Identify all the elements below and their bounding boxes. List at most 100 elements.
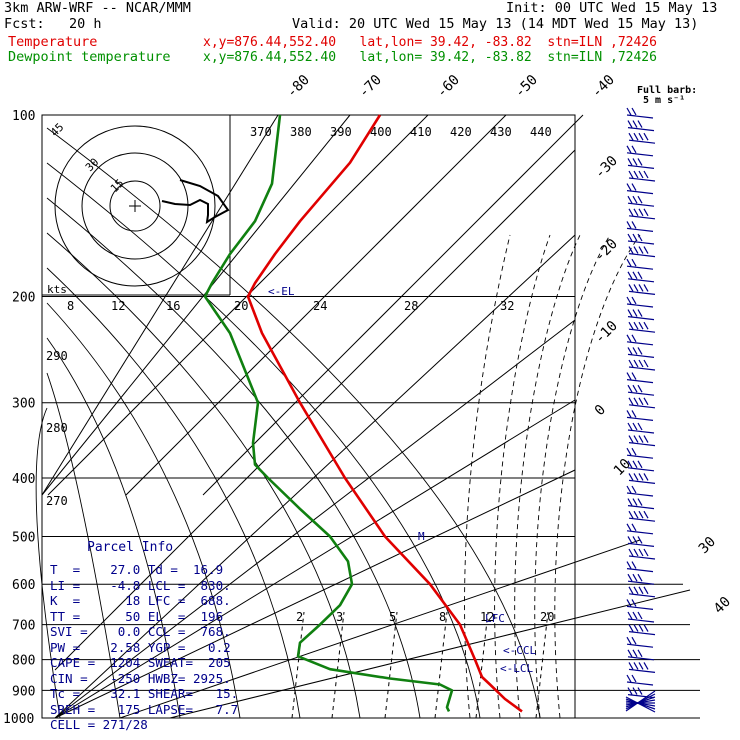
hodo-ring (54, 125, 216, 287)
dry-adiabat (35, 407, 61, 719)
wind-barb-staff (626, 227, 654, 232)
wind-barb-feather (633, 321, 639, 330)
wind-barb-staff (628, 290, 656, 295)
mixing-ratio-line (291, 611, 305, 719)
dry-adiabat (46, 162, 481, 719)
forecast-hour: Fcst: 20 h (4, 16, 102, 32)
wind-barb-feather (637, 649, 643, 658)
wind-barb-feather (626, 636, 632, 645)
wind-barb-feather (637, 271, 643, 280)
wind-barb-staff (627, 202, 655, 207)
wind-barb-feather (626, 523, 632, 532)
theta-label: 420 (450, 125, 472, 139)
wind-barb-feather (637, 120, 643, 128)
wind-barb-feather (631, 221, 637, 229)
wind-barb-staff (628, 366, 656, 371)
wind-barb-feather (628, 132, 634, 141)
wind-barb-feather (626, 561, 632, 569)
wind-barb-feather (627, 120, 633, 128)
wind-barb-feather (637, 611, 643, 620)
wind-barb-feather (638, 321, 644, 330)
wind-barb-staff (628, 404, 656, 409)
mixing-ratio-line (475, 611, 489, 719)
wind-barb-staff (627, 127, 655, 132)
wind-barb-feather (638, 662, 644, 670)
wind-barb-staff (626, 643, 654, 648)
mixing-ratio-line (535, 611, 549, 719)
theta-label: 440 (530, 125, 552, 139)
pressure-label: 100 (12, 109, 35, 124)
wind-barb-feather (628, 510, 634, 519)
wind-barb-feather (633, 662, 639, 670)
dewpoint-location: x,y=876.44,552.40 lat,lon= 39.42, -83.82… (203, 50, 657, 65)
isotherm-line (119, 539, 641, 719)
wind-barb-feather (631, 410, 637, 418)
wind-barb-feather (626, 296, 632, 305)
wind-barb-staff (627, 278, 655, 283)
wind-barb-feather (633, 586, 639, 595)
wind-barb-feather (633, 246, 639, 254)
wind-barb-feather (628, 624, 634, 632)
wind-barb-feather (631, 296, 637, 305)
wind-barb-staff (628, 139, 656, 144)
wind-barb-feather (632, 271, 638, 280)
wind-barb-feather (631, 107, 637, 116)
wind-barb-feather (628, 586, 634, 595)
dry-adiabat-label: 270 (46, 494, 68, 508)
wind-barb-feather (626, 183, 632, 191)
isotherm-line (47, 114, 429, 496)
wind-barb-feather (628, 548, 634, 557)
hodo-axis-label: 20 (234, 299, 248, 313)
wind-barb-staff (628, 253, 656, 258)
wind-barb-feather (632, 687, 638, 695)
wind-barb-feather (643, 208, 649, 217)
wind-barb-feather (631, 258, 637, 267)
wind-barb-feather (633, 548, 639, 557)
wind-barb-feather (628, 246, 634, 254)
wind-barb-feather (643, 510, 649, 519)
wind-barb-feather (637, 498, 643, 506)
wind-barb-feather (627, 422, 633, 431)
hodo-ring-label: 30 (83, 156, 102, 175)
dry-adiabat (46, 372, 121, 719)
isotherm-line (54, 319, 576, 719)
wind-barb-staff (626, 681, 654, 686)
wind-barb-feather (628, 208, 634, 217)
mixing-ratio-label: 2 (296, 610, 303, 624)
wind-barb-staff (628, 479, 656, 484)
hodo-axis-label: 8 (67, 299, 74, 313)
dry-adiabat (46, 337, 181, 719)
wind-barb-staff (626, 341, 654, 346)
wind-barb-feather (637, 687, 643, 695)
wind-barb-feather (627, 498, 633, 506)
theta-label: 380 (290, 125, 312, 139)
ccl-marker: <-CCL (503, 644, 536, 657)
parcel-info-row: PW = 2.58 YGP = 0.2 (50, 639, 231, 655)
wind-barb-staff (627, 391, 655, 396)
wind-barb-staff (628, 442, 656, 447)
wind-barb-staff (627, 429, 655, 434)
wind-barb-feather (632, 460, 638, 469)
wind-barb-feather (628, 170, 634, 179)
valid-time: Valid: 20 UTC Wed 15 May 13 (14 MDT Wed … (292, 16, 699, 32)
dry-adiabat (46, 302, 241, 719)
wind-barb-feather (631, 674, 637, 683)
wind-barb-feather (643, 586, 649, 595)
pressure-label: 800 (12, 654, 35, 669)
wind-barb-feather (633, 397, 639, 406)
m-marker: M (418, 530, 425, 543)
wind-barb-feather (632, 233, 638, 242)
moist-adiabat (554, 234, 641, 719)
wind-barb-feather (638, 548, 644, 557)
hodo-ring (109, 180, 161, 232)
wind-barb-feather (632, 384, 638, 393)
isotherm-label: -50 (512, 72, 541, 101)
hodo-ring-label: 15 (108, 177, 127, 196)
mixing-ratio-label: 20 (540, 610, 554, 624)
wind-barb-feather (627, 687, 633, 695)
wind-barb-feather (626, 107, 632, 116)
pressure-label: 700 (12, 619, 35, 634)
wind-barb-staff (628, 555, 656, 560)
wind-barb-feather (628, 473, 634, 481)
isotherm-line (125, 114, 507, 496)
